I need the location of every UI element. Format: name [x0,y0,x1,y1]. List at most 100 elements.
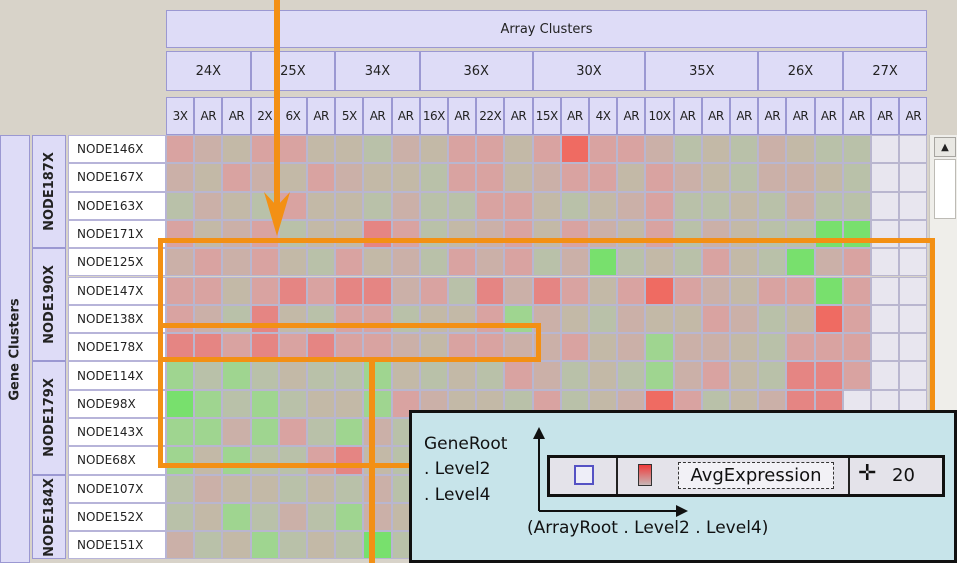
heatmap-cell[interactable] [222,418,251,447]
heatmap-cell[interactable] [758,304,787,334]
heatmap-cell[interactable] [786,304,815,334]
heatmap-cell[interactable] [363,276,392,305]
heatmap-cell[interactable] [673,219,702,249]
heatmap-cell[interactable] [730,135,759,164]
heatmap-cell[interactable] [363,418,392,447]
heatmap-cell[interactable] [758,135,787,164]
heatmap-cell[interactable] [194,191,223,220]
array-column-header[interactable]: AR [307,97,336,135]
heatmap-cell[interactable] [419,191,448,220]
heatmap-cell[interactable] [419,135,448,164]
heatmap-cell[interactable] [391,163,420,192]
gene-row-label[interactable]: NODE146X [68,135,166,164]
heatmap-cell[interactable] [448,304,477,334]
heatmap-cell[interactable] [194,135,223,164]
heatmap-cell[interactable] [250,502,279,532]
heatmap-cell[interactable] [673,191,702,220]
heatmap-cell[interactable] [222,191,251,220]
array-column-header[interactable]: 5X [335,97,364,135]
heatmap-cell[interactable] [701,248,730,277]
array-group-3[interactable]: 36X [419,51,533,91]
heatmap-cell[interactable] [617,304,646,334]
heatmap-cell[interactable] [504,333,533,362]
array-column-header[interactable]: AR [701,97,730,135]
heatmap-cell[interactable] [899,361,928,390]
heatmap-cell[interactable] [589,304,618,334]
array-group-5[interactable]: 35X [645,51,759,91]
heatmap-cell[interactable] [448,361,477,390]
heatmap-cell[interactable] [871,333,900,362]
heatmap-cell[interactable] [419,304,448,334]
gene-row-label[interactable]: NODE147X [68,276,166,305]
heatmap-cell[interactable] [222,276,251,305]
heatmap-cell[interactable] [730,163,759,192]
heatmap-cell[interactable] [758,219,787,249]
heatmap-cell[interactable] [278,248,307,277]
heatmap-cell[interactable] [307,135,336,164]
heatmap-cell[interactable] [419,219,448,249]
heatmap-cell[interactable] [673,276,702,305]
heatmap-cell[interactable] [814,361,843,390]
gene-row-label[interactable]: NODE171X [68,219,166,249]
heatmap-cell[interactable] [842,135,871,164]
heatmap-cell[interactable] [645,276,674,305]
heatmap-cell[interactable] [419,276,448,305]
heatmap-cell[interactable] [730,304,759,334]
heatmap-cell[interactable] [673,163,702,192]
heatmap-cell[interactable] [899,304,928,334]
heatmap-cell[interactable] [363,191,392,220]
heatmap-cell[interactable] [476,191,505,220]
heatmap-cell[interactable] [250,446,279,475]
heatmap-cell[interactable] [871,248,900,277]
heatmap-cell[interactable] [730,276,759,305]
heatmap-cell[interactable] [307,446,336,475]
heatmap-cell[interactable] [335,446,364,475]
heatmap-cell[interactable] [842,248,871,277]
heatmap-cell[interactable] [335,248,364,277]
heatmap-cell[interactable] [307,276,336,305]
heatmap-cell[interactable] [504,276,533,305]
array-column-header[interactable]: AR [871,97,900,135]
heatmap-cell[interactable] [166,333,195,362]
heatmap-cell[interactable] [363,304,392,334]
heatmap-cell[interactable] [448,135,477,164]
heatmap-cell[interactable] [589,191,618,220]
array-group-0[interactable]: 24X [166,51,251,91]
array-column-header[interactable]: AR [786,97,815,135]
array-column-header[interactable]: AR [504,97,533,135]
heatmap-cell[interactable] [222,474,251,503]
heatmap-cell[interactable] [363,361,392,390]
heatmap-cell[interactable] [786,333,815,362]
heatmap-cell[interactable] [899,191,928,220]
heatmap-cell[interactable] [307,333,336,362]
heatmap-cell[interactable] [871,191,900,220]
heatmap-cell[interactable] [899,248,928,277]
gene-group-3[interactable]: NODE184X [32,474,66,560]
heatmap-cell[interactable] [166,474,195,503]
heatmap-cell[interactable] [307,248,336,277]
heatmap-cell[interactable] [335,304,364,334]
heatmap-cell[interactable] [194,333,223,362]
heatmap-cell[interactable] [560,304,589,334]
heatmap-cell[interactable] [758,333,787,362]
array-column-header[interactable]: 10X [645,97,674,135]
heatmap-cell[interactable] [504,191,533,220]
gene-row-label[interactable]: NODE98X [68,389,166,418]
heatmap-cell[interactable] [730,333,759,362]
heatmap-cell[interactable] [504,248,533,277]
heatmap-cell[interactable] [278,219,307,249]
heatmap-cell[interactable] [391,191,420,220]
array-column-header[interactable]: 16X [419,97,448,135]
heatmap-cell[interactable] [335,219,364,249]
heatmap-cell[interactable] [589,333,618,362]
heatmap-cell[interactable] [166,163,195,192]
heatmap-cell[interactable] [645,333,674,362]
heatmap-cell[interactable] [899,163,928,192]
array-column-header[interactable]: AR [560,97,589,135]
heatmap-cell[interactable] [222,163,251,192]
heatmap-cell[interactable] [419,333,448,362]
heatmap-cell[interactable] [222,389,251,418]
heatmap-cell[interactable] [307,163,336,192]
heatmap-cell[interactable] [448,219,477,249]
heatmap-cell[interactable] [617,135,646,164]
